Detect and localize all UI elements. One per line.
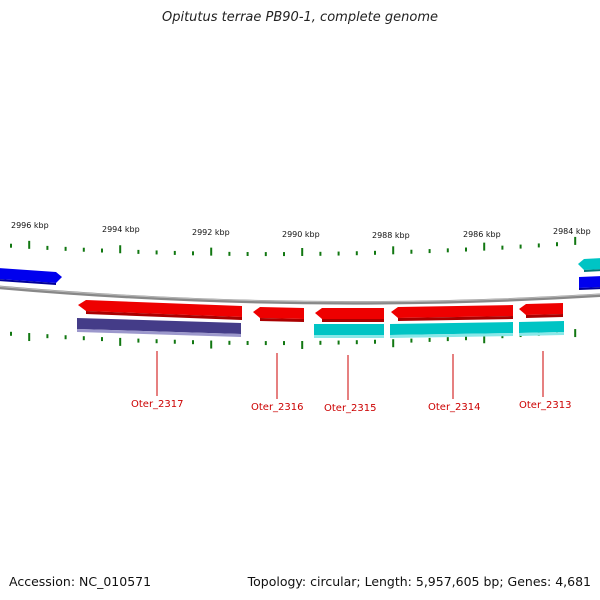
scale-label: 2988 kbp <box>372 231 410 240</box>
cds-right-edge-blue[interactable] <box>579 276 600 290</box>
genome-title: Opitutus terrae PB90-1, complete genome <box>161 10 439 25</box>
genome-summary-text: Topology: circular; Length: 5,957,605 bp… <box>247 574 591 589</box>
locus-label-oter-2315[interactable]: Oter_2315 <box>324 403 377 414</box>
label-leaders <box>156 351 544 400</box>
locus-label-oter-2317[interactable]: Oter_2317 <box>131 399 184 410</box>
locus-label-oter-2316[interactable]: Oter_2316 <box>251 402 304 413</box>
feature-bar-cyan-2[interactable] <box>390 322 513 338</box>
locus-label-oter-2313[interactable]: Oter_2313 <box>519 400 572 411</box>
feature-bar-cyan-1[interactable] <box>314 324 384 338</box>
scale-ticks-inner <box>10 329 577 349</box>
genome-backbone-highlight <box>0 285 600 303</box>
scale-label: 2986 kbp <box>463 230 501 239</box>
cds-oter-2315[interactable] <box>315 308 384 322</box>
genome-backbone <box>0 285 600 305</box>
cds-oter-2314[interactable] <box>391 305 513 321</box>
accession-text: Accession: NC_010571 <box>9 574 152 589</box>
scale-label: 2996 kbp <box>11 221 49 230</box>
cds-oter-2316[interactable] <box>253 307 304 322</box>
scale-label: 2990 kbp <box>282 230 320 239</box>
locus-label-oter-2314[interactable]: Oter_2314 <box>428 402 481 413</box>
cds-oter-2317[interactable] <box>78 300 242 320</box>
scale-label: 2984 kbp <box>553 227 591 236</box>
cds-forward-left[interactable] <box>0 268 62 285</box>
scale-label: 2992 kbp <box>192 228 230 237</box>
cds-right-edge-cyan[interactable] <box>578 258 600 272</box>
scale-label: 2994 kbp <box>102 225 140 234</box>
scale-ticks-outer <box>10 236 577 257</box>
feature-bar-navy[interactable] <box>77 318 241 337</box>
feature-bar-cyan-3[interactable] <box>519 321 564 336</box>
cds-oter-2313[interactable] <box>519 303 563 318</box>
